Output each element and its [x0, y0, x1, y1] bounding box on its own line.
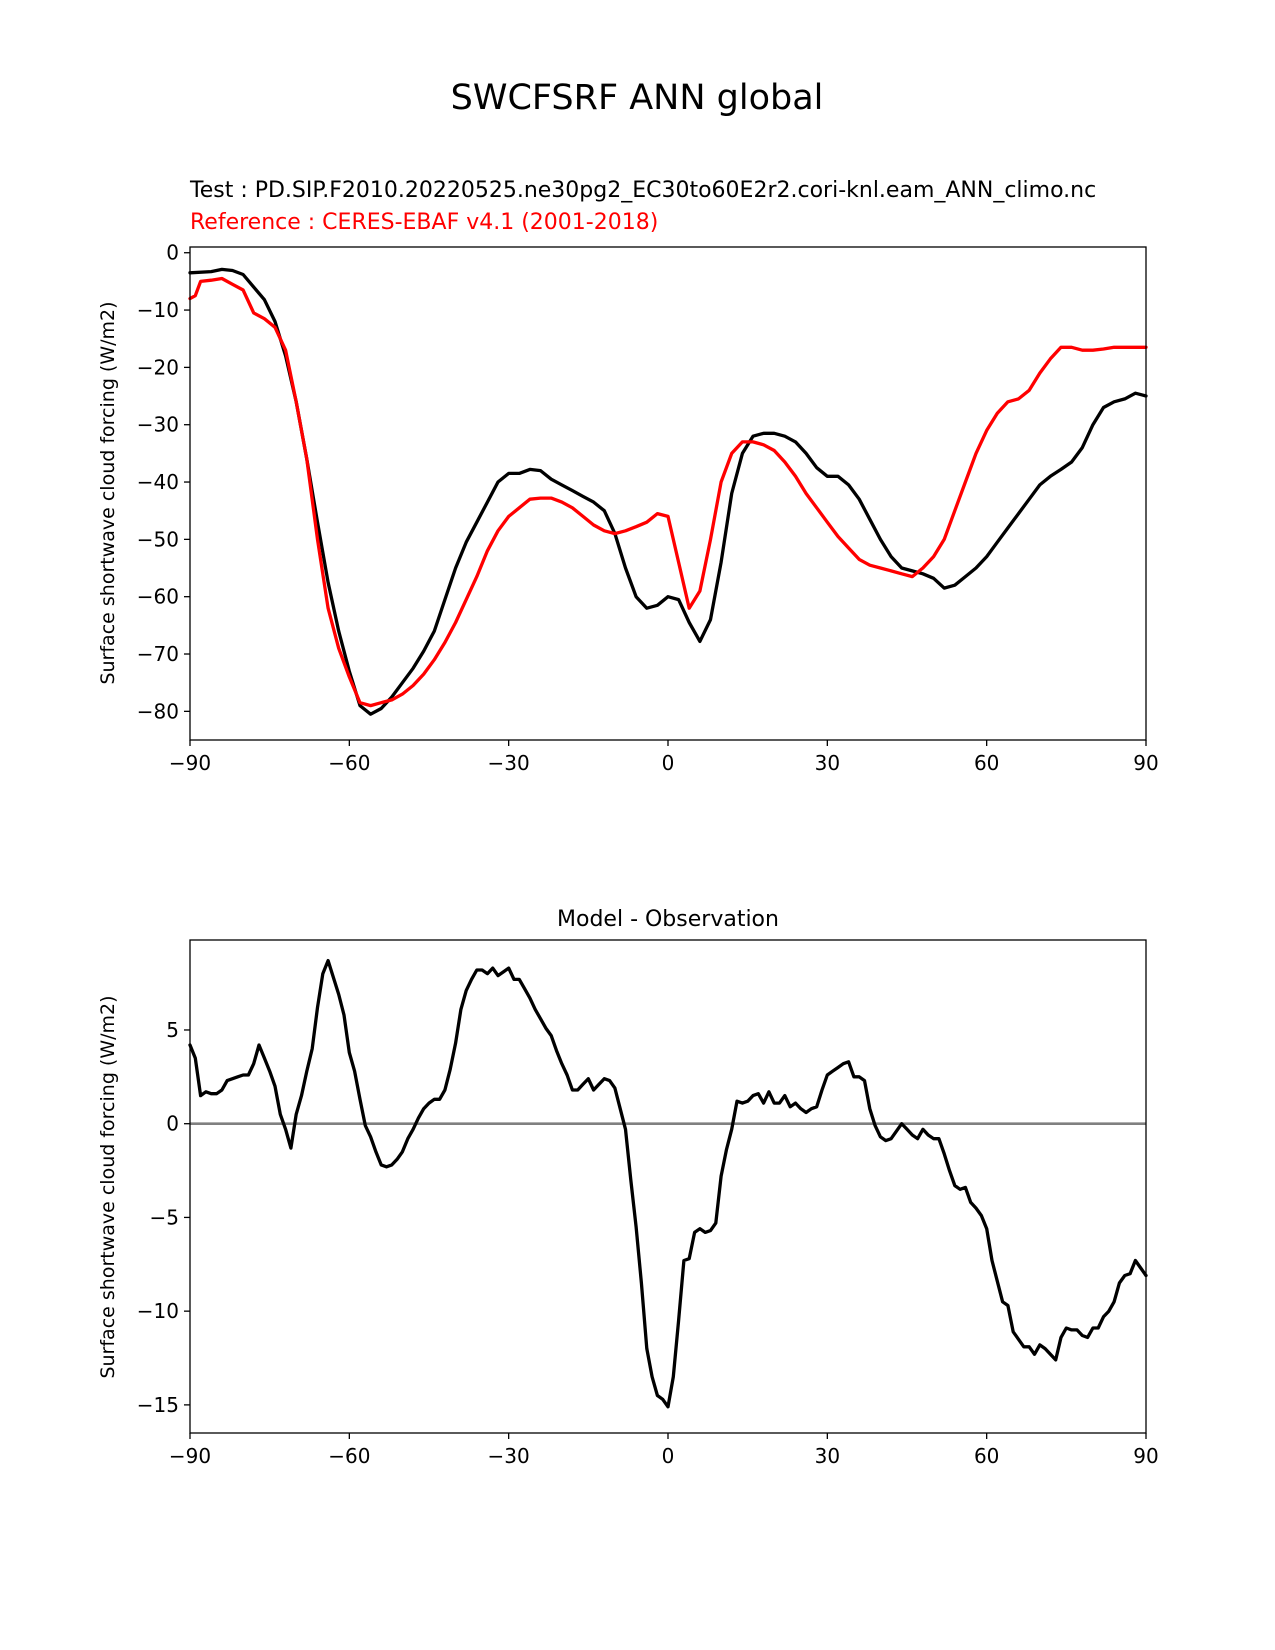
top-panel: Test : PD.SIP.F2010.20220525.ne30pg2_EC3… [97, 178, 1159, 775]
y-tick-label: −40 [137, 470, 179, 494]
y-tick-label: −60 [137, 585, 179, 609]
y-tick-label: 5 [166, 1018, 179, 1042]
x-tick-label: −90 [169, 1444, 211, 1468]
bottom-panel-plot-area [188, 958, 1148, 1409]
x-tick-label: 0 [662, 1444, 675, 1468]
x-tick-label: −60 [328, 751, 370, 775]
top-panel-y-label: Surface shortwave cloud forcing (W/m2) [97, 301, 119, 684]
x-tick-label: −60 [328, 1444, 370, 1468]
y-tick-label: −10 [137, 1299, 179, 1323]
bottom-panel-y-label: Surface shortwave cloud forcing (W/m2) [97, 995, 119, 1378]
y-tick-label: −30 [137, 413, 179, 437]
bottom-panel: Model - Observation −90 −60 −30 0 30 60 90 50−… [97, 907, 1159, 1468]
y-tick-label: 0 [166, 1112, 179, 1136]
top-panel-x-axis: −90 −60 −30 0 30 60 90 [169, 740, 1159, 775]
x-tick-label: 90 [1133, 1444, 1158, 1468]
top-panel-frame [189, 246, 1147, 741]
test-label: Test : PD.SIP.F2010.20220525.ne30pg2_EC3… [189, 178, 1096, 203]
x-tick-label: 30 [815, 1444, 840, 1468]
y-tick-label: 0 [166, 241, 179, 265]
bottom-panel-title: Model - Observation [557, 907, 779, 932]
top-panel-plot-area [188, 267, 1148, 716]
figure-title: SWCFSRF ANN global [451, 78, 824, 118]
bottom-panel-x-axis: −90 −60 −30 0 30 60 90 [169, 1433, 1159, 1468]
series-line-difference [188, 958, 1148, 1409]
y-tick-label: −70 [137, 642, 179, 666]
x-tick-label: −90 [169, 751, 211, 775]
x-tick-label: 60 [974, 1444, 999, 1468]
x-tick-label: 60 [974, 751, 999, 775]
y-tick-label: −10 [137, 298, 179, 322]
x-tick-label: −30 [488, 1444, 530, 1468]
y-tick-label: −50 [137, 527, 179, 551]
bottom-panel-y-axis: 5 0 −5 −10 −15 [137, 1018, 190, 1417]
x-tick-label: 0 [662, 751, 675, 775]
y-tick-label: −20 [137, 355, 179, 379]
x-tick-label: 90 [1133, 751, 1158, 775]
bottom-panel-frame [189, 939, 1147, 1434]
y-tick-label: −80 [137, 699, 179, 723]
y-tick-label: −5 [150, 1205, 179, 1229]
top-panel-y-axis: 0 −10 −20 −30 −40 −50 −60 −70 −80 [137, 241, 190, 723]
x-tick-label: −30 [488, 751, 530, 775]
series-line-test [188, 267, 1148, 716]
y-tick-label: −15 [137, 1393, 179, 1417]
x-tick-label: 30 [815, 751, 840, 775]
series-line-reference [188, 276, 1148, 708]
reference-label: Reference : CERES-EBAF v4.1 (2001-2018) [190, 210, 658, 235]
